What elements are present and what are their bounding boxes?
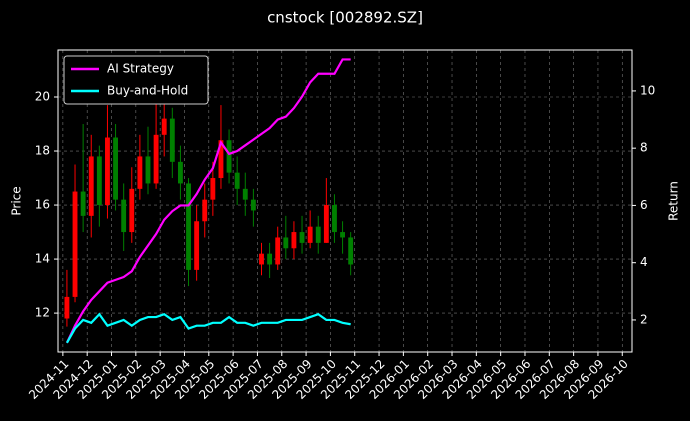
candle-body [307,226,313,243]
candle-body [348,237,354,265]
candle-body [340,232,345,238]
y2-tick-label: 6 [640,198,648,212]
candle-body [323,205,329,243]
candle-body [259,253,264,265]
y-tick-label: 16 [35,198,50,212]
candle-body [137,156,143,189]
legend: AI Strategy Buy-and-Hold [63,55,209,105]
candle-body [145,156,151,184]
candle-body [88,156,94,216]
y-tick-label: 12 [35,306,50,320]
y2-axis-label: Return [667,181,681,221]
line-series [65,312,351,344]
plot-frame [57,49,633,353]
candle-body [153,134,159,184]
y-tick-label: 14 [35,252,50,266]
candle-body [129,188,135,233]
candle-body [113,137,118,200]
candle-body [121,199,127,233]
legend-box [63,55,209,105]
candle-body [218,140,224,179]
candle-body [194,221,200,270]
candle-body [226,140,232,173]
candle-body [177,161,183,184]
candle-body [64,296,70,319]
candle-body [275,237,281,265]
candle-body [242,188,248,200]
y-tick-label: 20 [35,90,50,104]
candle-body [250,199,256,211]
candle-body [72,191,78,297]
y2-tick-label: 8 [640,141,648,155]
legend-label: AI Strategy [107,62,174,76]
y-tick-label: 18 [35,144,50,158]
candle-body [267,253,273,265]
candle-body [186,183,191,270]
candle-body [332,205,337,233]
candle-body [315,226,321,243]
legend-label: Buy-and-Hold [107,84,188,98]
candle-body [291,232,297,249]
y-axis-label: Price [10,186,24,215]
candle-body [169,118,175,162]
candle-body [283,237,289,249]
candle-body [299,232,305,243]
candle-body [80,191,86,216]
line-series [65,58,351,344]
chart-title: cnstock [002892.SZ] [267,9,423,27]
y2-tick-label: 4 [640,255,648,269]
candle-body [210,178,216,200]
candle-body [96,156,102,206]
candle-body [105,137,110,206]
candle-body [161,118,167,135]
candle-body [202,199,208,222]
y2-tick-label: 10 [640,83,655,97]
y2-tick-label: 2 [640,312,648,326]
candle-body [234,172,240,189]
